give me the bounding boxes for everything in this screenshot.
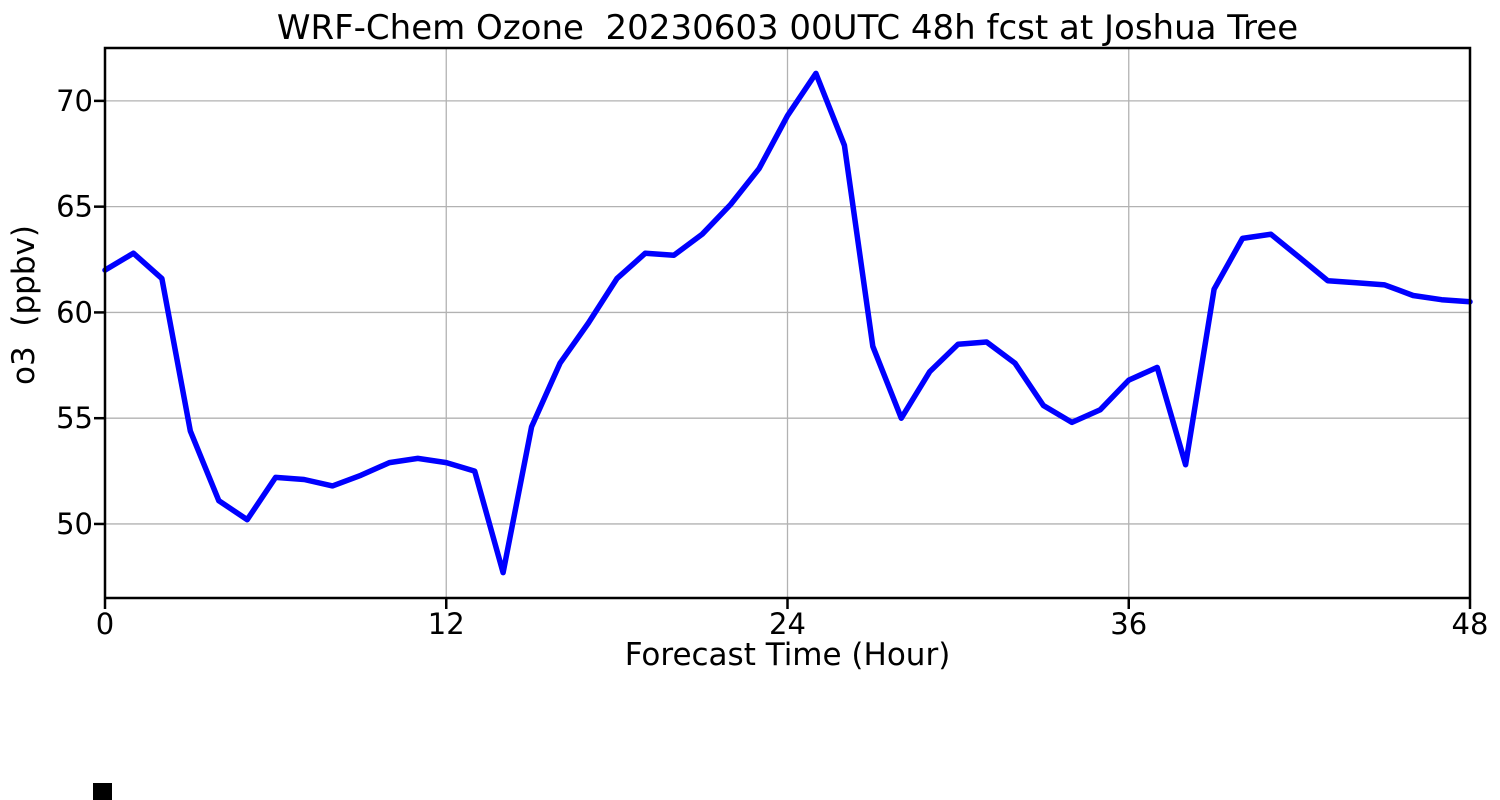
chart-title: WRF-Chem Ozone 20230603 00UTC 48h fcst a… [276,8,1299,48]
screen-artifact [93,783,112,800]
y-tick-label: 60 [56,295,93,329]
x-tick-label: 24 [769,607,806,641]
y-tick-label: 50 [56,507,93,541]
y-tick-label: 70 [56,84,93,118]
ozone-series-line [102,70,1473,576]
y-tick-label: 65 [56,190,93,224]
x-tick-label: 48 [1452,607,1489,641]
x-tick-label: 0 [96,607,114,641]
x-tick-label: 12 [428,607,465,641]
plot-border [103,46,1472,600]
x-tick-label: 36 [1110,607,1147,641]
y-axis-label: o3 (ppbv) [6,225,42,385]
x-axis-label: Forecast Time (Hour) [624,637,951,673]
y-tick-label: 55 [56,401,93,435]
